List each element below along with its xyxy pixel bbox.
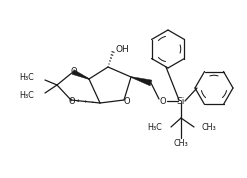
Text: Si: Si [177,96,185,106]
Text: OH: OH [115,44,129,54]
Text: H₃C: H₃C [19,90,34,100]
Text: O: O [69,96,75,106]
Text: H₃C: H₃C [19,74,34,82]
Text: O: O [71,67,77,75]
Text: CH₃: CH₃ [201,122,216,132]
Polygon shape [72,70,89,79]
Text: O: O [124,98,130,106]
Polygon shape [131,77,152,86]
Text: H₃C: H₃C [147,122,162,132]
Text: CH₃: CH₃ [174,138,188,148]
Text: O: O [160,96,166,106]
